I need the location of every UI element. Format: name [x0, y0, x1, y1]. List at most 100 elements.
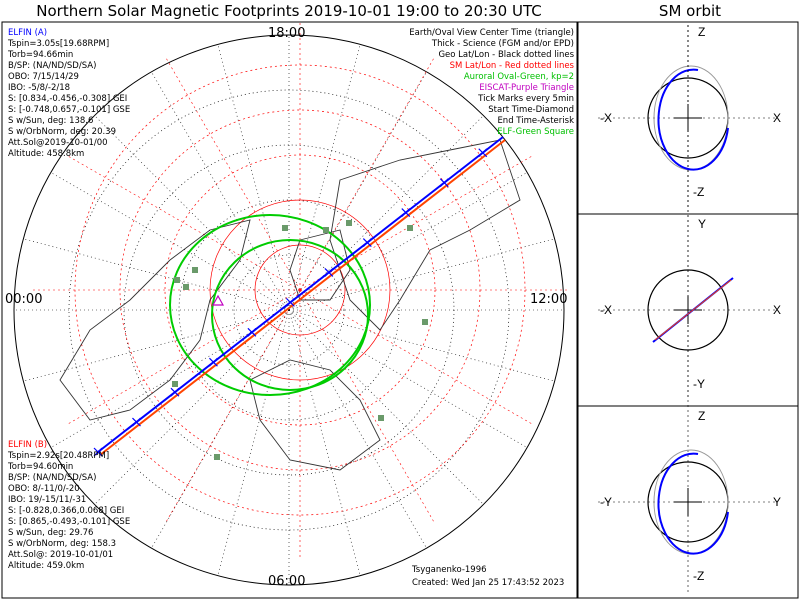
orbit-axis-label-bottom: -Z	[693, 569, 704, 583]
track-elfin-a	[97, 136, 504, 453]
elfin-a-line: S w/OrbNorm, deg: 20.39	[8, 127, 117, 137]
elfin-a-line: IBO: -5/8/-2/18	[8, 83, 71, 93]
track-tick	[132, 417, 141, 427]
elfin-a-line: Att.Sol@2019-10-01/00	[8, 138, 108, 148]
orbit-axis-label-right: X	[773, 111, 781, 125]
track-tick	[285, 297, 295, 307]
sm-meridian	[299, 289, 436, 524]
geo-meridian	[288, 309, 555, 382]
elfin-a-line: S: [0.834,-0.456,-0.308] GEI	[8, 94, 128, 104]
elfin-b-line: S w/Sun, deg: 29.76	[8, 528, 94, 538]
auroral-oval-outer	[169, 214, 371, 396]
elfin-a-info: ELFIN (A) Tspin=3.05s[19.68RPM] Torb=94.6…	[8, 28, 130, 160]
legend-item: Thick - Science (FGM and/or EPD)	[431, 39, 574, 49]
elfin-b-line: OBO: 8/-11/0/-20	[8, 484, 80, 494]
orbit-frame	[577, 21, 799, 599]
elf-station-square	[422, 319, 428, 325]
track-tick	[362, 238, 372, 247]
orbit-panel-title: SM orbit	[658, 2, 722, 20]
elfin-a-line: Tspin=3.05s[19.68RPM]	[8, 39, 110, 49]
geo-meridian	[288, 309, 427, 549]
elfin-b-info: ELFIN (B) Tspin=2.92s[20.48RPM] Torb=94.6…	[8, 440, 130, 572]
coastline	[329, 139, 521, 331]
clock-label-right: 12:00	[530, 292, 568, 307]
elfin-a-line: B/SP: (NA/ND/SD/SA)	[8, 61, 97, 71]
orbit-axis-label-bottom: -Y	[693, 377, 705, 391]
sm-meridian	[164, 289, 301, 524]
elf-station-square	[282, 225, 288, 231]
orbit-track-b	[654, 279, 732, 341]
legend-item: ELF-Green Square	[497, 127, 574, 137]
geo-meridian	[50, 172, 290, 311]
elf-station-square	[346, 220, 352, 226]
elfin-a-line: Torb=94.66min	[8, 50, 74, 60]
orbit-axis-label-left: -X	[600, 111, 612, 125]
geo-meridian	[151, 71, 290, 311]
legend-item: Earth/Oval View Center Time (triangle)	[409, 28, 574, 38]
legend-item: Geo Lat/Lon - Black dotted lines	[438, 50, 574, 60]
auroral-oval-inner	[211, 239, 369, 391]
eiscat-triangle	[211, 294, 225, 306]
map-boundary	[13, 34, 565, 586]
geo-meridian	[23, 309, 290, 382]
legend-item: SM Lat/Lon - Red dotted lines	[449, 61, 574, 71]
clock-label-bottom: 06:00	[268, 574, 306, 589]
orbit-axis-label-top: Y	[698, 217, 706, 231]
elfin-b-line: S: [0.865,-0.493,-0.101] GSE	[8, 517, 131, 527]
elf-station-square	[174, 277, 180, 283]
track-tick	[478, 148, 488, 158]
sm-meridian	[299, 56, 436, 291]
elfin-a-name: ELFIN (A)	[8, 28, 48, 38]
orbit-axis-label-left: -X	[600, 303, 612, 317]
track-elfin-b	[99, 139, 506, 456]
legend-item: Tick Marks every 5min	[478, 94, 574, 104]
orbit-axis-label-right: Y	[773, 495, 781, 509]
orbit-track-a	[657, 68, 729, 171]
sm-meridian	[299, 154, 534, 291]
elfin-b-line: Altitude: 459.0km	[8, 561, 85, 571]
map-frame	[1, 21, 578, 599]
elfin-b-line: Tspin=2.92s[20.48RPM]	[8, 451, 110, 461]
elfin-b-line: B/SP: (NA/ND/SD/SA)	[8, 473, 97, 483]
geo-meridian	[288, 309, 528, 448]
legend: Earth/Oval View Center Time (triangle) Th…	[409, 28, 574, 138]
clock-label-top: 18:00	[268, 26, 306, 41]
elfin-b-name: ELFIN (B)	[8, 440, 48, 450]
elf-station-square	[183, 284, 189, 290]
elfin-b-line: Att.Sol@: 2019-10-01/01	[8, 550, 114, 560]
sm-meridian	[164, 56, 301, 291]
clock-label-left: 00:00	[5, 292, 43, 307]
elf-station-square	[323, 227, 329, 233]
elf-station-square	[407, 225, 413, 231]
elfin-b-line: Torb=94.60min	[8, 462, 74, 472]
track-tick	[401, 208, 411, 218]
coastline	[249, 359, 381, 471]
created-label: Created: Wed Jan 25 17:43:52 2023	[412, 578, 565, 588]
elfin-b-line: S: [-0.828,0.366,0.068] GEI	[8, 506, 125, 516]
track-tick	[209, 357, 218, 367]
elfin-b-line: IBO: 19/-15/11/-31	[8, 495, 87, 505]
elfin-a-line: Altitude: 458.8km	[8, 149, 85, 159]
legend-item: EISCAT-Purple Triangle	[479, 83, 574, 93]
legend-item: Start Time-Diamond	[488, 105, 574, 115]
sm-meridian	[66, 289, 301, 426]
sm-meridian	[299, 289, 534, 426]
track-tick	[324, 268, 334, 277]
orbit-layer: Z -Z -X X Y -Y -X X Z -Z -Y Y	[598, 25, 781, 592]
legend-item: Auroral Oval-Green, kp=2	[463, 72, 574, 82]
map-layer	[13, 20, 570, 586]
track-tick	[170, 387, 180, 397]
geo-meridian	[288, 172, 528, 311]
track-tick	[439, 178, 449, 188]
elfin-a-line: S w/Sun, deg: 138.6	[8, 116, 94, 126]
chart-title: Northern Solar Magnetic Footprints 2019-…	[36, 2, 542, 20]
elf-station-square	[172, 381, 178, 387]
orbit-axis-label-top: Z	[698, 409, 705, 423]
track-tick	[93, 447, 103, 457]
elf-station-square	[378, 415, 384, 421]
elfin-a-line: S: [-0.748,0.657,-0.101] GSE	[8, 105, 131, 115]
coastline	[59, 219, 251, 421]
model-label: Tsyganenko-1996	[412, 565, 487, 575]
orbit-axis-label-right: X	[773, 303, 781, 317]
